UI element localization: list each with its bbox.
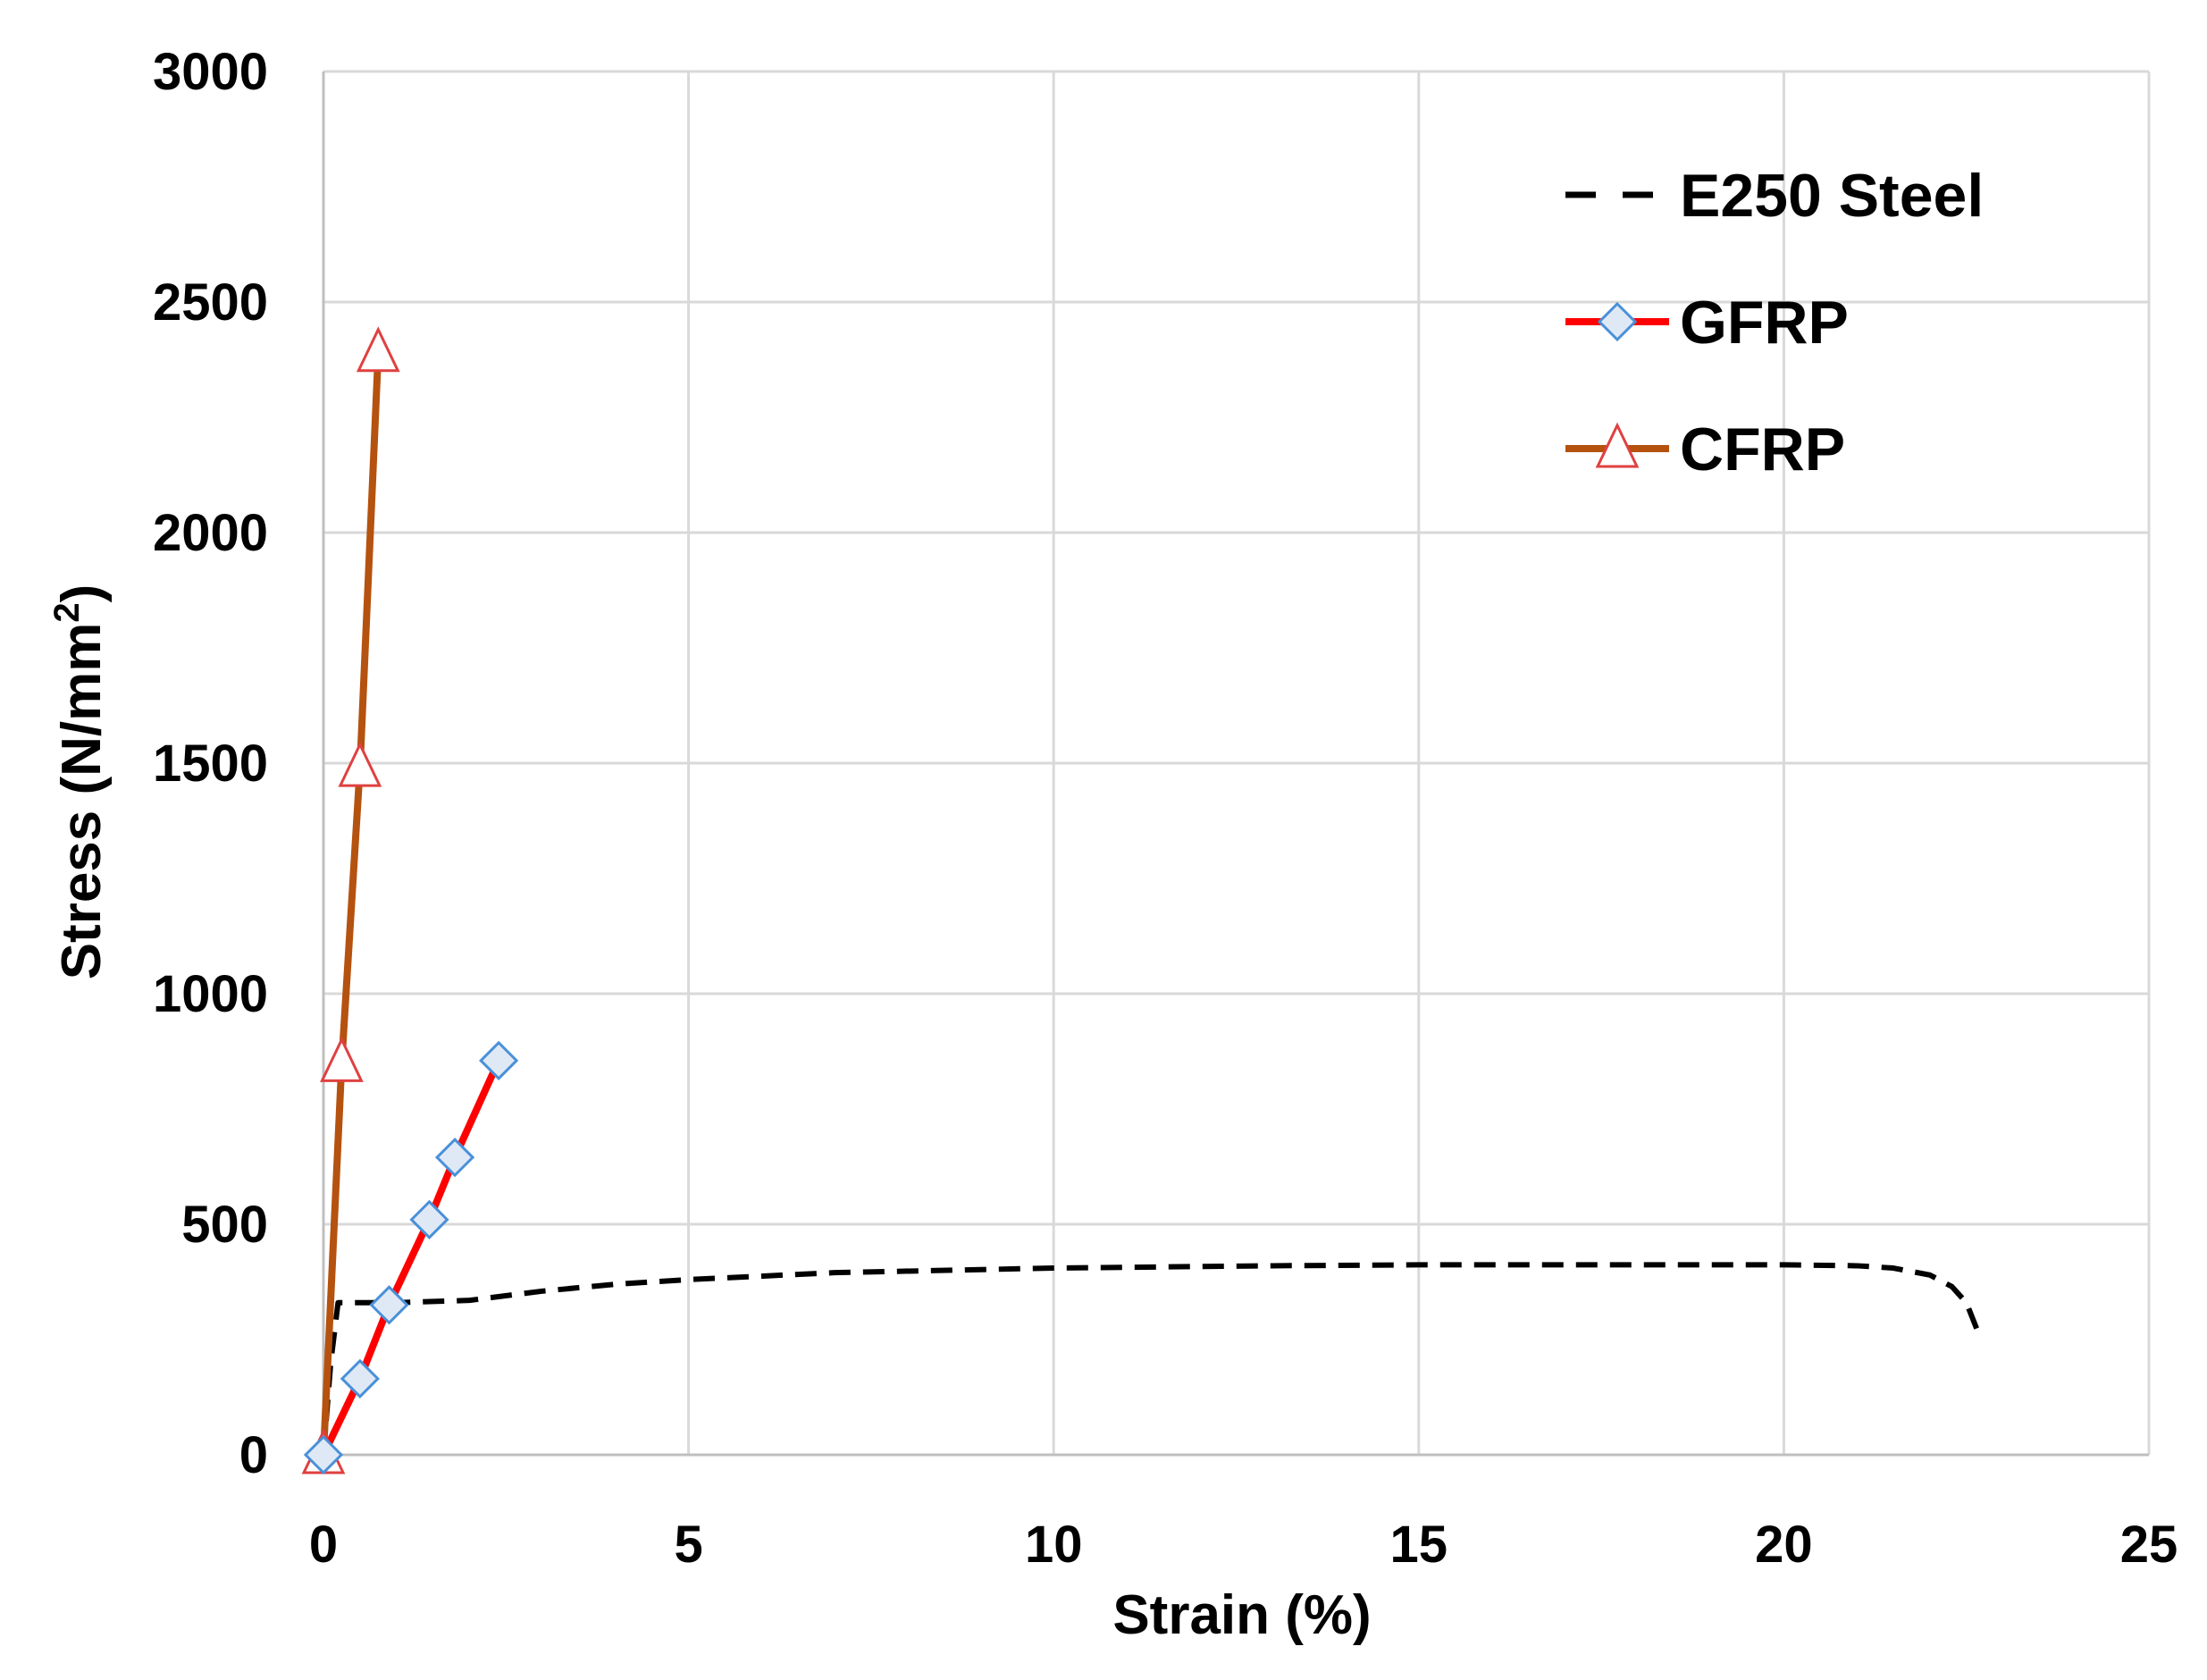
y-tick-label: 500: [181, 1196, 268, 1254]
legend-label-gfrp: GFRP: [1680, 289, 1849, 357]
markers-layer: [301, 326, 519, 1475]
grid: [322, 70, 2151, 1457]
data-point-cfrp: [356, 326, 400, 373]
series-layer: [320, 352, 1984, 1457]
series-line-gfrp: [320, 1059, 502, 1457]
data-point-cfrp: [320, 1036, 364, 1082]
legend: E250 Steel GFRP CFRP: [1565, 162, 1984, 483]
y-tick-label: 2500: [153, 273, 268, 332]
x-tick-label: 20: [1755, 1516, 1813, 1574]
data-point-gfrp: [479, 1040, 519, 1080]
y-tick-label: 0: [239, 1426, 268, 1484]
legend-marker-cfrp: [1595, 422, 1640, 468]
x-tick-label: 15: [1390, 1516, 1448, 1574]
y-tick-label: 1500: [153, 735, 268, 793]
x-tick-label: 5: [674, 1516, 702, 1574]
series-line-cfrp: [320, 352, 382, 1456]
legend-label-cfrp: CFRP: [1680, 416, 1845, 483]
data-point-gfrp: [409, 1199, 449, 1239]
legend-marker-gfrp: [1597, 301, 1638, 342]
y-tick-label: 2000: [153, 504, 268, 562]
y-tick-label: 3000: [153, 43, 268, 101]
x-tick-label: 10: [1025, 1516, 1083, 1574]
x-axis-label: Strain (%): [1112, 1584, 1371, 1646]
x-tick-label: 0: [309, 1516, 338, 1574]
data-point-cfrp: [338, 741, 382, 787]
axes: 0 500 1000 1500 2000 2500 3000 0 5 10 15 20 25: [153, 43, 2178, 1574]
series-line-e250-steel: [321, 1262, 1984, 1456]
data-point-gfrp: [303, 1434, 344, 1475]
x-tick-label: 25: [2120, 1516, 2178, 1574]
data-point-gfrp: [434, 1138, 475, 1178]
data-point-gfrp: [340, 1358, 380, 1399]
y-axis-label: Stress (N/mm2): [47, 584, 113, 980]
legend-label-e250-steel: E250 Steel: [1680, 162, 1984, 230]
y-tick-label: 1000: [153, 965, 268, 1023]
data-point-gfrp: [369, 1285, 409, 1325]
